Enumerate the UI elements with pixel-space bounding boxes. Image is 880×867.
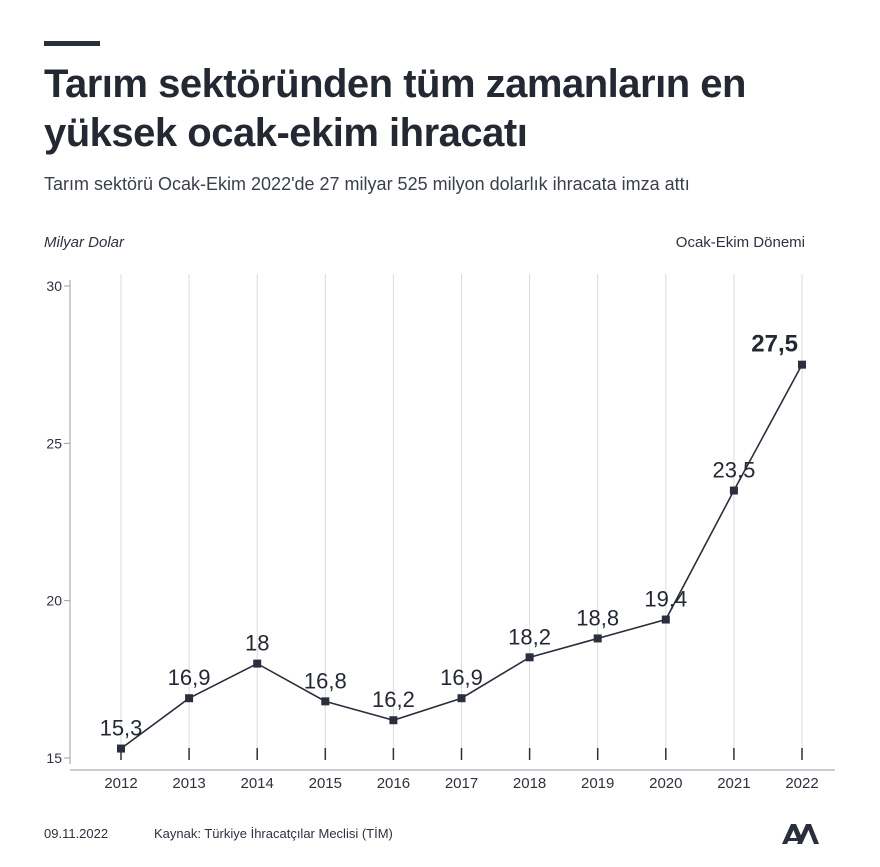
y-tick-label: 15: [46, 750, 62, 766]
x-tick-label: 2022: [785, 775, 818, 792]
data-point: [185, 694, 194, 703]
data-point: [321, 697, 330, 706]
data-label: 16,9: [440, 665, 483, 690]
x-tick-label: 2018: [513, 775, 546, 792]
publish-date: 09.11.2022: [44, 826, 109, 841]
x-tick-label: 2013: [172, 775, 205, 792]
x-tick-label: 2017: [445, 775, 478, 792]
line-chart: 15 20 25 30 2012 2013 2014 2015 2016 2017 2018 2019…: [46, 274, 835, 792]
data-point: [525, 653, 534, 662]
data-label: 27,5: [751, 331, 798, 358]
x-tick-label: 2015: [309, 775, 342, 792]
data-point: [253, 659, 262, 668]
y-tick-label: 25: [46, 435, 62, 451]
y-tick-label: 30: [46, 278, 62, 294]
data-label: 16,9: [168, 665, 211, 690]
data-point: [729, 486, 738, 495]
data-point: [661, 615, 670, 624]
chart-subtitle: Tarım sektörü Ocak-Ekim 2022'de 27 milya…: [44, 174, 690, 194]
data-point: [593, 634, 602, 643]
source-note: Kaynak: Türkiye İhracatçılar Meclisi (Tİ…: [154, 826, 393, 841]
y-tick-label: 20: [46, 593, 62, 609]
x-tick-label: 2020: [649, 775, 682, 792]
x-tick-label: 2019: [581, 775, 614, 792]
data-label: 19,4: [644, 587, 687, 612]
data-label: 16,8: [304, 668, 347, 693]
data-point: [798, 360, 806, 369]
x-tick-label: 2016: [377, 775, 410, 792]
data-label: 18,8: [576, 605, 619, 630]
chart-title: Tarım sektöründen tüm zamanların en yüks…: [44, 62, 746, 155]
data-point: [117, 744, 125, 753]
x-tick-label: 2021: [717, 775, 750, 792]
accent-bar: [44, 41, 100, 46]
data-label: 15,3: [100, 716, 143, 741]
y-axis-label: Milyar Dolar: [44, 234, 125, 251]
data-point: [389, 716, 398, 725]
data-label: 23,5: [712, 458, 755, 483]
data-label: 18,2: [508, 624, 551, 649]
aa-logo-icon: [782, 824, 819, 844]
data-point: [457, 694, 466, 703]
data-label: 18: [245, 631, 269, 656]
data-label: 16,2: [372, 687, 415, 712]
x-tick-label: 2012: [104, 775, 137, 792]
period-note: Ocak-Ekim Dönemi: [675, 234, 805, 251]
x-tick-label: 2014: [241, 775, 274, 792]
